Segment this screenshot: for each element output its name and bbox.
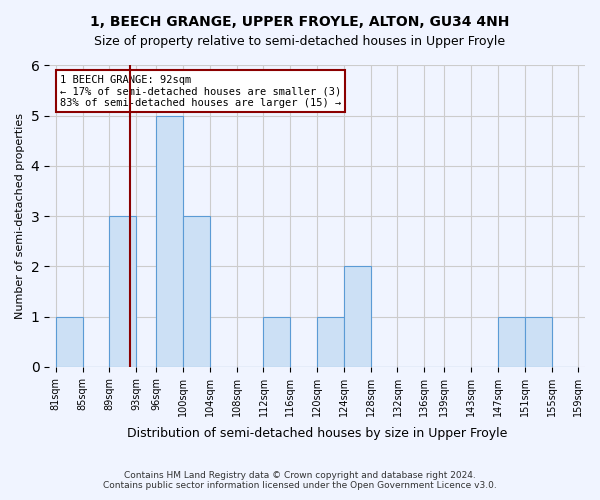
Text: Contains HM Land Registry data © Crown copyright and database right 2024.
Contai: Contains HM Land Registry data © Crown c… (103, 470, 497, 490)
Bar (157, 116, 183, 367)
Text: 1, BEECH GRANGE, UPPER FROYLE, ALTON, GU34 4NH: 1, BEECH GRANGE, UPPER FROYLE, ALTON, GU… (91, 15, 509, 29)
Bar (525, 316, 551, 367)
X-axis label: Distribution of semi-detached houses by size in Upper Froyle: Distribution of semi-detached houses by … (127, 427, 507, 440)
Text: 1 BEECH GRANGE: 92sqm
← 17% of semi-detached houses are smaller (3)
83% of semi-: 1 BEECH GRANGE: 92sqm ← 17% of semi-deta… (60, 74, 341, 108)
Text: Size of property relative to semi-detached houses in Upper Froyle: Size of property relative to semi-detach… (94, 35, 506, 48)
Y-axis label: Number of semi-detached properties: Number of semi-detached properties (15, 113, 25, 319)
Bar (344, 266, 371, 367)
Bar (183, 216, 210, 367)
Bar (498, 316, 525, 367)
Bar (56, 316, 83, 367)
Bar (317, 316, 344, 367)
Bar (263, 316, 290, 367)
Bar (109, 216, 136, 367)
